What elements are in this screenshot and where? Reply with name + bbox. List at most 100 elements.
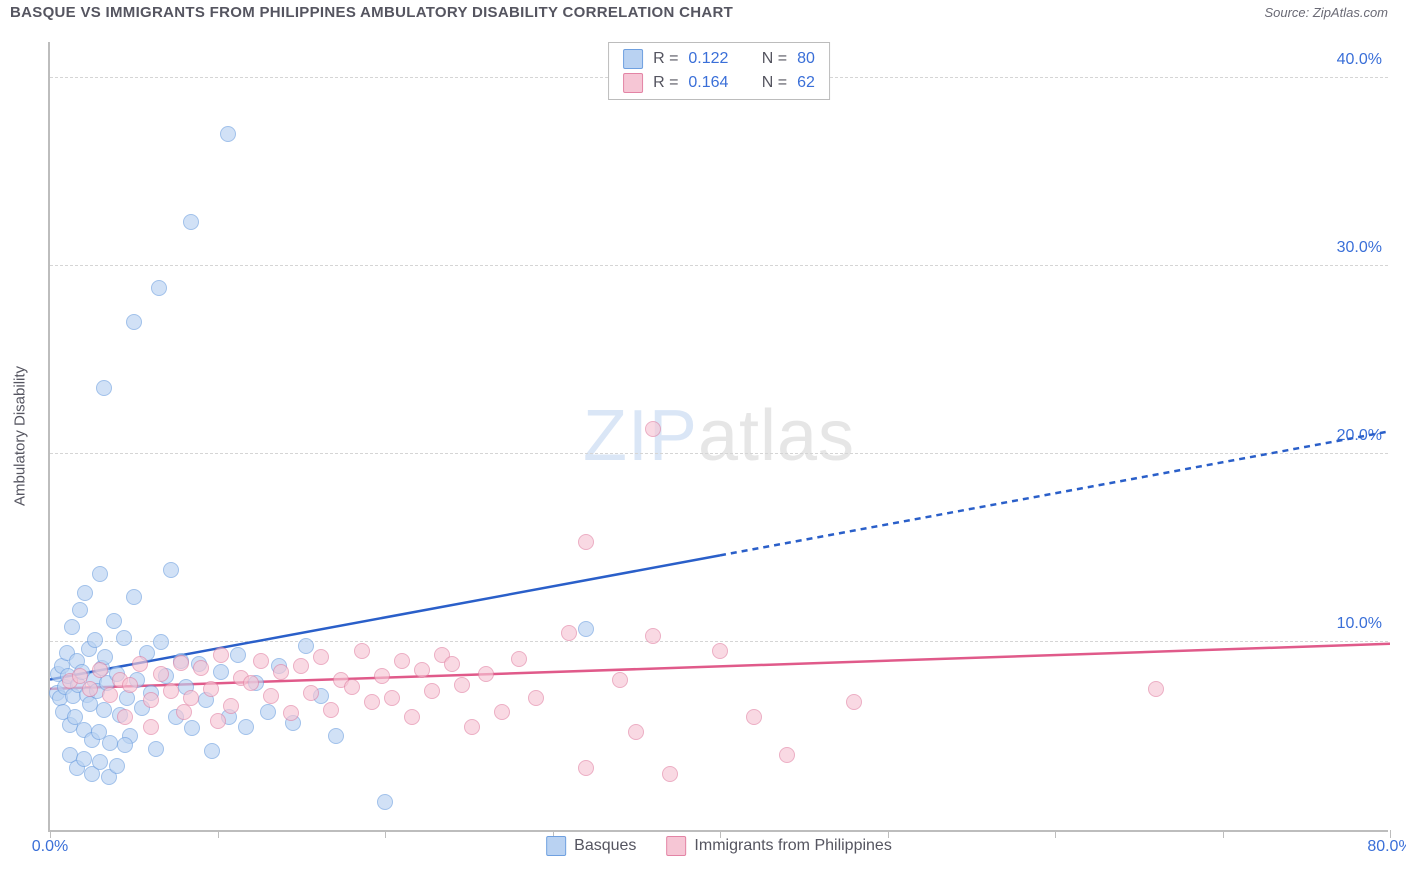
- data-point: [313, 649, 329, 665]
- header: BASQUE VS IMMIGRANTS FROM PHILIPPINES AM…: [0, 0, 1406, 23]
- data-point: [404, 709, 420, 725]
- data-point: [303, 685, 319, 701]
- data-point: [283, 705, 299, 721]
- legend-swatch: [623, 49, 643, 69]
- data-point: [163, 683, 179, 699]
- legend-swatch: [666, 836, 686, 856]
- data-point: [102, 687, 118, 703]
- data-point: [203, 681, 219, 697]
- data-point: [298, 638, 314, 654]
- data-point: [213, 647, 229, 663]
- data-point: [153, 634, 169, 650]
- data-point: [116, 630, 132, 646]
- data-point: [528, 690, 544, 706]
- chart-title: BASQUE VS IMMIGRANTS FROM PHILIPPINES AM…: [10, 4, 733, 21]
- data-point: [478, 666, 494, 682]
- data-point: [163, 562, 179, 578]
- legend-swatch: [546, 836, 566, 856]
- data-point: [746, 709, 762, 725]
- data-point: [1148, 681, 1164, 697]
- data-point: [204, 743, 220, 759]
- data-point: [92, 662, 108, 678]
- data-point: [126, 589, 142, 605]
- data-point: [561, 625, 577, 641]
- x-tick: [1390, 830, 1391, 838]
- data-point: [143, 719, 159, 735]
- data-point: [377, 794, 393, 810]
- data-point: [210, 713, 226, 729]
- data-point: [223, 698, 239, 714]
- data-point: [253, 653, 269, 669]
- data-point: [176, 704, 192, 720]
- data-point: [293, 658, 309, 674]
- regression-lines: [50, 40, 1390, 830]
- data-point: [220, 126, 236, 142]
- data-point: [193, 660, 209, 676]
- data-point: [444, 656, 460, 672]
- data-point: [323, 702, 339, 718]
- data-point: [117, 709, 133, 725]
- data-point: [92, 566, 108, 582]
- x-tick: [1055, 830, 1056, 838]
- data-point: [454, 677, 470, 693]
- data-point: [779, 747, 795, 763]
- data-point: [173, 655, 189, 671]
- data-point: [578, 760, 594, 776]
- data-point: [132, 656, 148, 672]
- data-point: [374, 668, 390, 684]
- data-point: [645, 421, 661, 437]
- data-point: [183, 214, 199, 230]
- source-attribution: Source: ZipAtlas.com: [1264, 5, 1388, 20]
- data-point: [126, 314, 142, 330]
- data-point: [260, 704, 276, 720]
- y-axis-label: Ambulatory Disability: [12, 366, 29, 506]
- data-point: [92, 754, 108, 770]
- x-tick: [385, 830, 386, 838]
- data-point: [273, 664, 289, 680]
- data-point: [612, 672, 628, 688]
- data-point: [106, 613, 122, 629]
- legend-label: Basques: [574, 837, 636, 855]
- data-point: [76, 751, 92, 767]
- data-point: [511, 651, 527, 667]
- data-point: [96, 702, 112, 718]
- data-point: [102, 735, 118, 751]
- data-point: [424, 683, 440, 699]
- data-point: [394, 653, 410, 669]
- data-point: [354, 643, 370, 659]
- legend-series: BasquesImmigrants from Philippines: [546, 836, 892, 856]
- data-point: [662, 766, 678, 782]
- legend-stats: R = 0.122 N = 80R = 0.164 N = 62: [608, 42, 830, 100]
- data-point: [82, 681, 98, 697]
- data-point: [578, 534, 594, 550]
- data-point: [143, 692, 159, 708]
- data-point: [153, 666, 169, 682]
- data-point: [263, 688, 279, 704]
- data-point: [464, 719, 480, 735]
- data-point: [151, 280, 167, 296]
- x-tick: [50, 830, 51, 838]
- data-point: [238, 719, 254, 735]
- data-point: [846, 694, 862, 710]
- data-point: [117, 737, 133, 753]
- data-point: [384, 690, 400, 706]
- x-tick-label: 0.0%: [32, 838, 68, 856]
- legend-swatch: [623, 73, 643, 93]
- data-point: [578, 621, 594, 637]
- data-point: [243, 675, 259, 691]
- data-point: [109, 758, 125, 774]
- data-point: [96, 380, 112, 396]
- data-point: [645, 628, 661, 644]
- data-point: [72, 602, 88, 618]
- data-point: [628, 724, 644, 740]
- data-point: [494, 704, 510, 720]
- scatter-plot: Ambulatory Disability ZIPatlas 10.0%20.0…: [48, 42, 1388, 832]
- data-point: [328, 728, 344, 744]
- x-tick: [1223, 830, 1224, 838]
- data-point: [87, 632, 103, 648]
- data-point: [344, 679, 360, 695]
- data-point: [64, 619, 80, 635]
- data-point: [213, 664, 229, 680]
- data-point: [184, 720, 200, 736]
- data-point: [712, 643, 728, 659]
